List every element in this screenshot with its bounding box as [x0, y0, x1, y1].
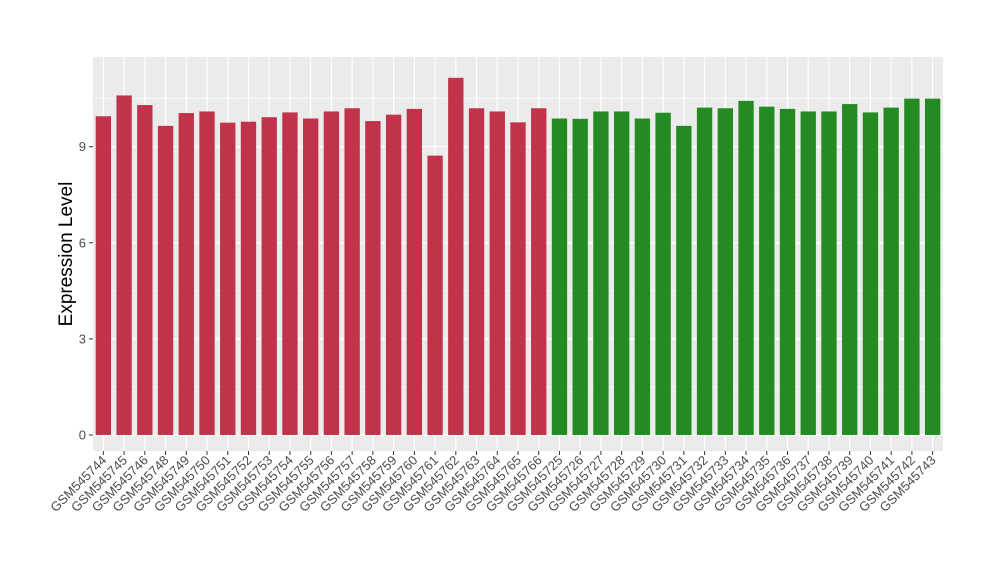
y-tick-label: 0	[79, 427, 86, 442]
bar	[157, 125, 174, 435]
bar	[448, 77, 464, 435]
bar	[427, 155, 443, 435]
bars	[95, 77, 941, 435]
bar	[655, 112, 671, 435]
bar	[137, 105, 153, 435]
bar	[385, 114, 402, 435]
y-tick-label: 3	[79, 331, 86, 346]
bar	[116, 95, 132, 435]
bar	[95, 116, 112, 435]
bar	[779, 108, 796, 435]
bar	[800, 111, 816, 435]
bar	[634, 118, 651, 435]
bar	[240, 121, 257, 435]
bar	[303, 118, 319, 435]
y-tick-label: 9	[79, 139, 86, 154]
bar	[531, 108, 547, 435]
y-axis-label: Expression Level	[56, 182, 77, 327]
bar	[904, 98, 920, 435]
bar	[924, 98, 941, 435]
bar	[551, 118, 568, 435]
bar	[613, 111, 630, 435]
bar	[842, 104, 858, 435]
bar	[365, 121, 381, 435]
bar	[696, 107, 713, 435]
bar	[282, 112, 298, 435]
bar	[738, 100, 754, 435]
bar	[862, 112, 879, 435]
bar	[220, 122, 236, 435]
bar	[572, 118, 588, 435]
bar	[199, 111, 215, 435]
x-axis: GSM545744GSM545745GSM545746GSM545748GSM5…	[47, 451, 939, 515]
bar	[821, 111, 837, 435]
bar	[593, 111, 609, 435]
bar	[178, 113, 194, 435]
y-axis: 0 3 6 9	[79, 139, 93, 442]
bar	[759, 106, 775, 435]
bar	[510, 122, 526, 435]
bar	[676, 125, 692, 435]
bar	[344, 108, 360, 435]
bar	[406, 108, 423, 435]
bar	[261, 117, 277, 435]
bar	[323, 111, 340, 435]
y-tick-label: 6	[79, 235, 86, 250]
bar	[883, 107, 899, 435]
bar	[468, 108, 485, 435]
bar	[717, 108, 733, 435]
bar	[489, 111, 505, 435]
